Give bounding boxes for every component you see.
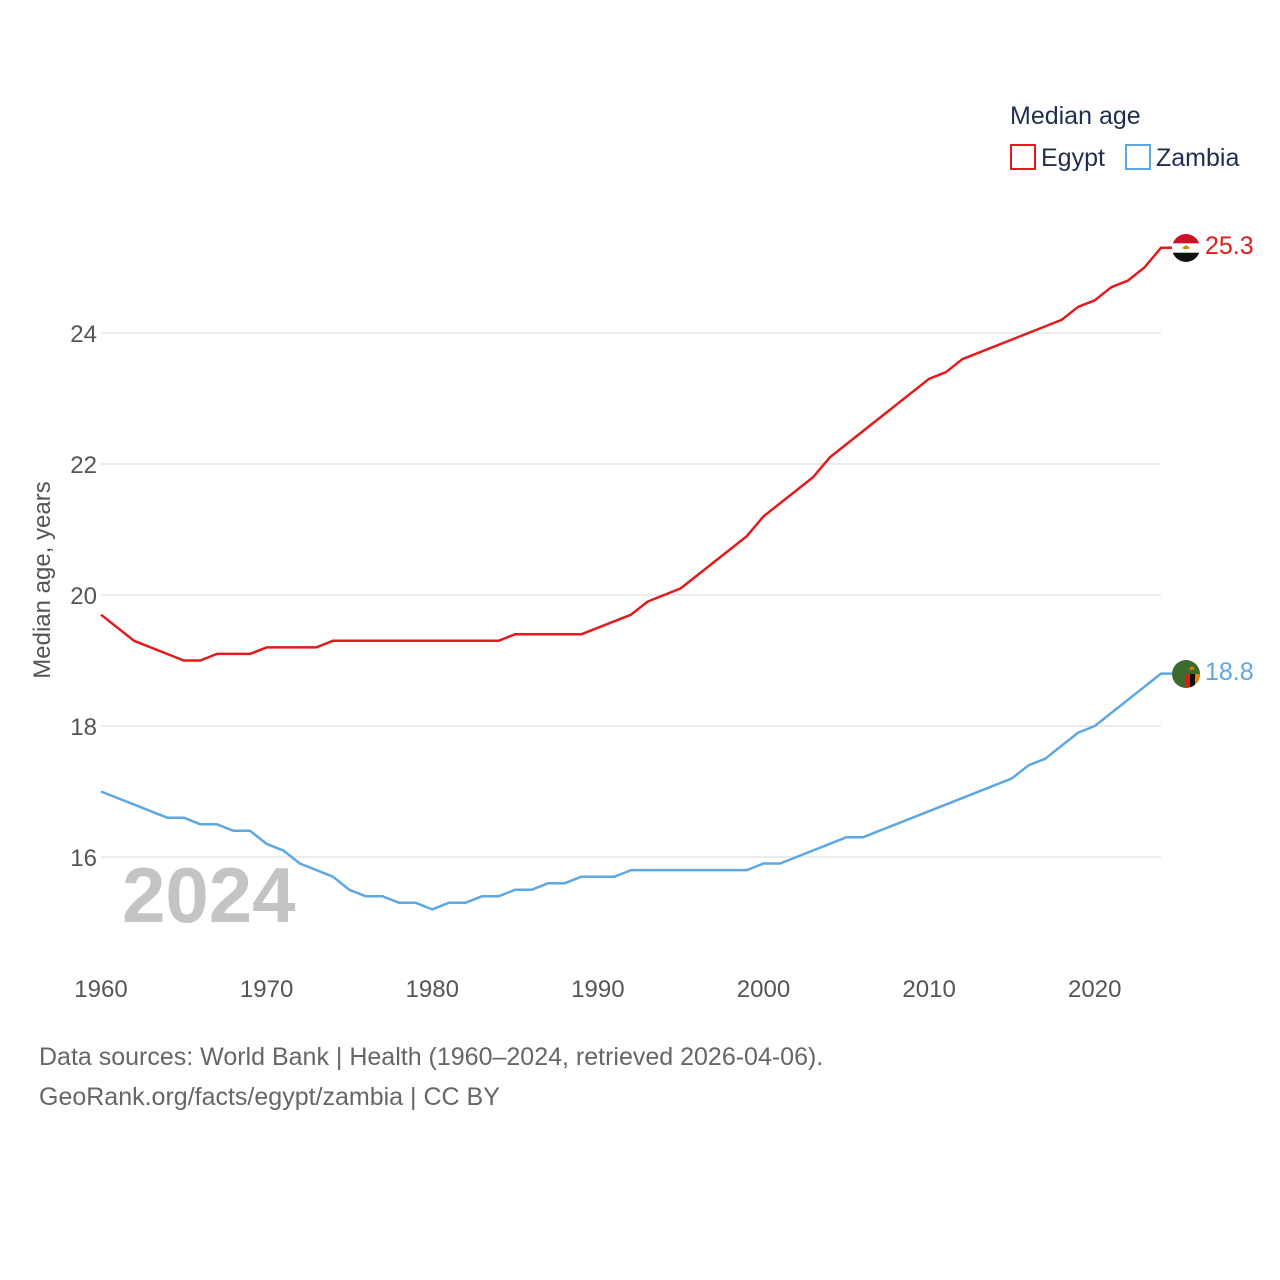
x-tick-label: 2020 — [1068, 976, 1121, 1003]
egypt-end-value-label: 25.3 — [1205, 232, 1254, 260]
x-tick-label: 1960 — [74, 976, 127, 1003]
legend: Median age Egypt Zambia — [1010, 102, 1239, 172]
x-tick-label: 1970 — [240, 976, 293, 1003]
zambia-end-value-label: 18.8 — [1205, 658, 1254, 686]
y-tick-label: 20 — [70, 583, 97, 610]
egypt-flag-icon — [1172, 234, 1200, 262]
y-tick-label: 22 — [70, 452, 97, 479]
series-line-zambia[interactable] — [100, 672, 1172, 911]
y-tick-label: 24 — [70, 321, 97, 348]
year-watermark: 2024 — [122, 851, 296, 939]
footer-sources: Data sources: World Bank | Health (1960–… — [39, 1043, 824, 1071]
footer-attribution[interactable]: GeoRank.org/facts/egypt/zambia | CC BY — [39, 1083, 500, 1111]
y-axis-ticks: 16 18 20 22 24 — [70, 321, 97, 872]
legend-swatch-zambia — [1125, 144, 1151, 170]
y-axis-title: Median age, years — [29, 481, 56, 678]
x-axis-ticks: 1960 1970 1980 1990 2000 2010 2020 — [74, 976, 1121, 1003]
legend-swatch-egypt — [1010, 144, 1036, 170]
zambia-flag-icon — [1172, 660, 1200, 688]
legend-item-egypt[interactable]: Egypt — [1010, 144, 1105, 172]
x-tick-label: 1990 — [571, 976, 624, 1003]
series-line-egypt[interactable] — [100, 246, 1172, 662]
x-tick-label: 2010 — [902, 976, 955, 1003]
x-tick-label: 2000 — [737, 976, 790, 1003]
legend-label-egypt: Egypt — [1041, 144, 1105, 172]
legend-item-zambia[interactable]: Zambia — [1125, 144, 1239, 172]
series-lines — [100, 246, 1172, 911]
y-tick-label: 16 — [70, 845, 97, 872]
legend-label-zambia: Zambia — [1156, 144, 1239, 172]
x-tick-label: 1980 — [406, 976, 459, 1003]
y-tick-label: 18 — [70, 714, 97, 741]
legend-title: Median age — [1010, 102, 1141, 130]
gridlines — [101, 332, 1161, 858]
